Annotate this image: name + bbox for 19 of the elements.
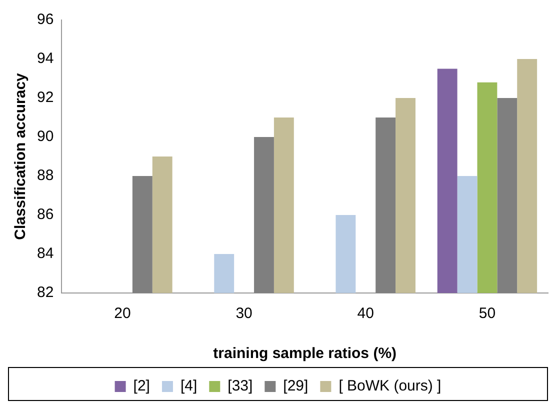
y-tick-label: 88	[36, 167, 54, 184]
y-tick-label: 94	[36, 50, 54, 68]
x-tick-label: 40	[357, 305, 374, 322]
legend-label: [ BoWK (ours) ]	[338, 378, 442, 395]
y-tick-label: 92	[36, 89, 54, 106]
legend-label: [2]	[133, 378, 150, 395]
y-tick-label: 84	[36, 245, 54, 262]
x-tick-label: 20	[114, 305, 131, 322]
x-tick-label: 30	[236, 305, 252, 322]
y-tick-label: 86	[36, 206, 54, 224]
legend-label: [4]	[180, 378, 198, 395]
legend-label: [33]	[228, 378, 253, 395]
x-tick-label: 50	[478, 305, 496, 322]
y-tick-label: 96	[36, 11, 54, 28]
legend-label: [29]	[283, 378, 308, 395]
x-axis-title: training sample ratios (%)	[213, 345, 397, 362]
y-tick-label: 82	[36, 284, 54, 302]
y-axis-title: Classification accuracy	[12, 72, 30, 240]
y-tick-label: 90	[36, 128, 54, 146]
